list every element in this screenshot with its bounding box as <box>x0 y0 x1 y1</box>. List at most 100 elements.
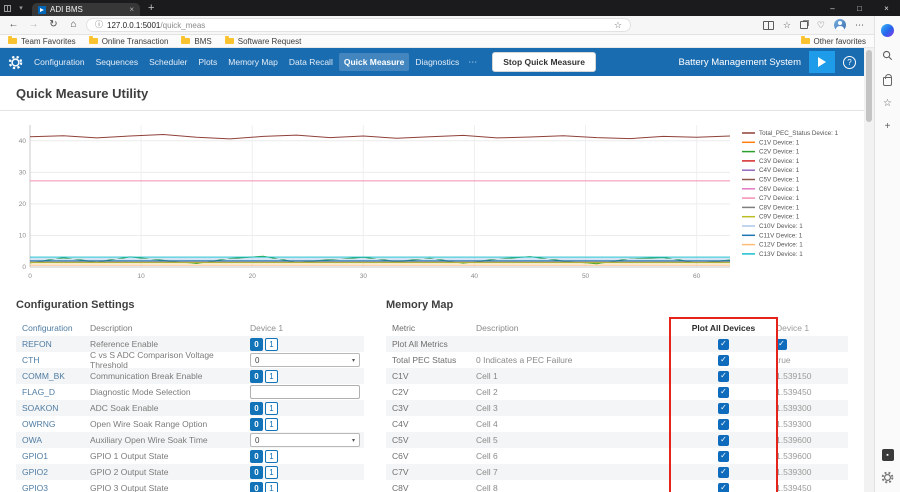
device-select[interactable]: 0 ▾ <box>250 353 360 367</box>
browser-essentials-icon[interactable]: ♡ <box>816 19 825 30</box>
refresh-icon[interactable]: ↻ <box>49 19 58 30</box>
y-tick-label: 30 <box>19 169 27 176</box>
legend-item[interactable]: C9V Device: 1 <box>742 214 800 221</box>
metric-description-cell: Cell 1 <box>476 371 498 381</box>
add-sidebar-item-icon[interactable]: + <box>884 121 891 132</box>
new-tab-button[interactable]: + <box>148 1 155 14</box>
legend-item[interactable]: C8V Device: 1 <box>742 204 800 211</box>
device-checkbox[interactable]: ✓ <box>776 338 787 350</box>
toggle-option-1-button[interactable]: 1 <box>265 481 278 492</box>
toggle-option-1-button[interactable]: 1 <box>265 449 278 463</box>
settings-gear-icon[interactable] <box>881 471 894 484</box>
toggle-option-0-button[interactable]: 0 <box>250 481 263 492</box>
legend-item[interactable]: C2V Device: 1 <box>742 149 800 156</box>
y-tick-label: 40 <box>19 138 27 145</box>
plot-all-checkbox[interactable]: ✓ <box>718 418 729 430</box>
toggle-option-1-button[interactable]: 1 <box>265 417 278 431</box>
plot-all-checkbox[interactable]: ✓ <box>718 386 729 398</box>
other-favorites[interactable]: Other favorites <box>800 36 866 46</box>
legend-item[interactable]: C5V Device: 1 <box>742 177 800 184</box>
config-name-cell: OWRNG <box>22 419 56 429</box>
nav-plots[interactable]: Plots <box>198 57 218 67</box>
nav-configuration[interactable]: Configuration <box>34 57 85 67</box>
tab-close-icon[interactable]: × <box>129 4 134 14</box>
legend-item[interactable]: C4V Device: 1 <box>742 167 800 174</box>
stop-quick-measure-button[interactable]: Stop Quick Measure <box>492 52 596 72</box>
toggle-option-0-button[interactable]: 0 <box>250 465 263 479</box>
toggle-option-0-button[interactable]: 0 <box>250 337 263 351</box>
legend-item[interactable]: C11V Device: 1 <box>742 232 803 239</box>
nav-diagnostics[interactable]: Diagnostics <box>415 57 460 67</box>
legend-item[interactable]: C13V Device: 1 <box>742 251 803 258</box>
shopping-icon[interactable] <box>883 74 892 86</box>
table-row: C6V Cell 6 ✓ 1.539600 <box>386 448 848 464</box>
back-icon[interactable]: ← <box>8 19 19 30</box>
search-icon[interactable] <box>882 50 893 61</box>
x-tick-label: 10 <box>137 273 145 280</box>
plot-all-checkbox[interactable]: ✓ <box>718 354 729 366</box>
forward-icon[interactable]: → <box>28 19 39 30</box>
home-icon[interactable]: ⌂ <box>70 19 77 30</box>
browser-tab[interactable]: ADI BMS × <box>32 3 140 16</box>
plot-all-checkbox[interactable]: ✓ <box>718 450 729 462</box>
plot-all-checkbox[interactable]: ✓ <box>718 338 729 350</box>
toggle-option-0-button[interactable]: 0 <box>250 369 263 383</box>
plot-all-checkbox[interactable]: ✓ <box>718 482 729 492</box>
toggle-option-1-button[interactable]: 1 <box>265 337 278 351</box>
scrollbar-thumb[interactable] <box>866 50 872 122</box>
toggle-option-0-button[interactable]: 0 <box>250 401 263 415</box>
plot-all-checkbox[interactable]: ✓ <box>718 370 729 382</box>
legend-item[interactable]: C12V Device: 1 <box>742 242 803 249</box>
plot-all-checkbox[interactable]: ✓ <box>718 434 729 446</box>
workspaces-icon[interactable] <box>0 4 14 12</box>
favorite-folder[interactable]: Online Transaction <box>88 36 168 46</box>
legend-item[interactable]: Total_PEC_Status Device: 1 <box>742 130 839 137</box>
address-bar[interactable]: ⓘ 127.0.0.1:5001/quick_meas ☆ <box>86 18 631 32</box>
favorite-folder[interactable]: Software Request <box>224 36 301 46</box>
close-button[interactable]: × <box>884 3 889 13</box>
device-1-cell: 1.539150 <box>776 371 848 381</box>
nav-scheduler[interactable]: Scheduler <box>149 57 188 67</box>
settings-ellipsis-icon[interactable]: ⋯ <box>855 19 864 30</box>
legend-item[interactable]: C3V Device: 1 <box>742 158 800 165</box>
config-description-cell: Auxiliary Open Wire Soak Time <box>90 435 208 445</box>
bookmark-star-icon[interactable]: ☆ <box>613 19 622 30</box>
legend-item[interactable]: C1V Device: 1 <box>742 139 800 146</box>
minimize-button[interactable]: – <box>830 3 835 13</box>
maximize-button[interactable]: □ <box>857 3 862 13</box>
favorite-folder[interactable]: Team Favorites <box>8 36 76 46</box>
tab-search-chevron-icon[interactable]: ▾ <box>19 5 23 12</box>
toggle-option-1-button[interactable]: 1 <box>265 465 278 479</box>
site-info-icon[interactable]: ⓘ <box>95 20 103 29</box>
nav-overflow-icon[interactable]: ⋯ <box>468 56 478 67</box>
legend-item[interactable]: C6V Device: 1 <box>742 186 800 193</box>
toggle-option-0-button[interactable]: 0 <box>250 449 263 463</box>
plot-all-checkbox[interactable]: ✓ <box>718 466 729 478</box>
nav-quick-measure[interactable]: Quick Measure <box>338 53 410 71</box>
split-screen-icon[interactable] <box>762 20 774 30</box>
profile-avatar[interactable] <box>834 19 846 31</box>
gear-icon[interactable] <box>8 55 23 70</box>
toggle-option-1-button[interactable]: 1 <box>265 369 278 383</box>
favorite-folder[interactable]: BMS <box>181 36 212 46</box>
toggle-option-0-button[interactable]: 0 <box>250 417 263 431</box>
device-input[interactable] <box>250 385 360 399</box>
config-description-cell: Open Wire Soak Range Option <box>90 419 208 429</box>
help-icon[interactable]: ? <box>843 55 856 69</box>
page-scrollbar[interactable] <box>864 48 874 492</box>
tools-panel-icon[interactable]: ▪ <box>881 449 894 461</box>
device-1-cell: ✓ <box>776 338 848 350</box>
collections-star-icon[interactable]: ☆ <box>883 98 892 109</box>
legend-item[interactable]: C7V Device: 1 <box>742 195 800 202</box>
nav-data-recall[interactable]: Data Recall <box>288 57 333 67</box>
collections-icon[interactable] <box>799 21 808 29</box>
toggle-option-1-button[interactable]: 1 <box>265 401 278 415</box>
plot-all-checkbox[interactable]: ✓ <box>718 402 729 414</box>
device-select[interactable]: 0 ▾ <box>250 433 360 447</box>
nav-memory-map[interactable]: Memory Map <box>228 57 278 67</box>
nav-sequences[interactable]: Sequences <box>95 57 139 67</box>
favorites-star-icon[interactable]: ☆ <box>782 19 791 30</box>
legend-item[interactable]: C10V Device: 1 <box>742 223 803 230</box>
copilot-icon[interactable] <box>881 24 894 37</box>
